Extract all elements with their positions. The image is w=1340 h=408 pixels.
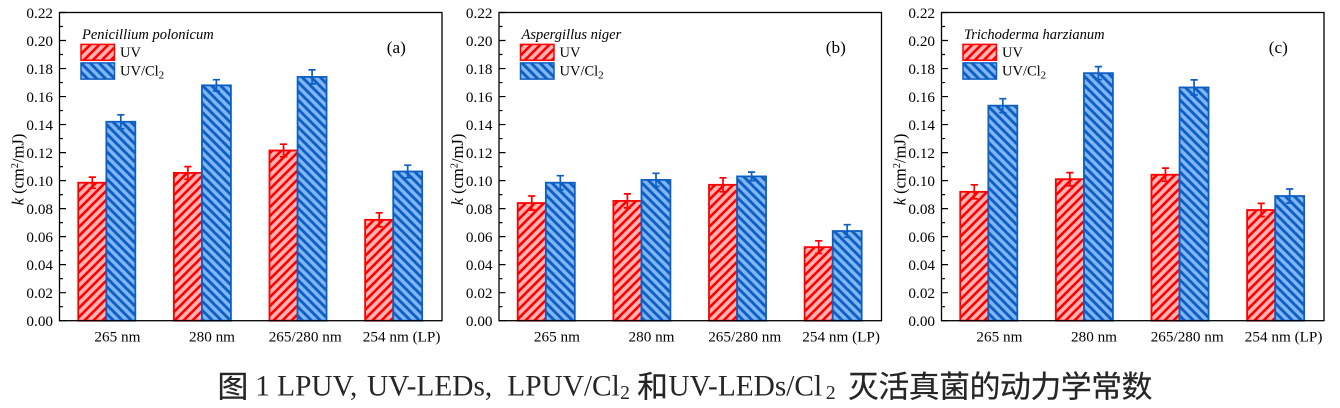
svg-text:0.16: 0.16 (26, 89, 53, 106)
svg-text:0.04: 0.04 (908, 257, 935, 274)
svg-text:0.06: 0.06 (26, 229, 53, 246)
svg-text:0.02: 0.02 (908, 285, 935, 302)
svg-text:UV: UV (560, 45, 581, 61)
svg-text:265 nm: 265 nm (534, 329, 580, 346)
svg-text:254 nm (LP): 254 nm (LP) (802, 329, 880, 346)
svg-text:0.04: 0.04 (466, 257, 493, 274)
svg-text:2: 2 (826, 383, 836, 404)
svg-text:0.16: 0.16 (466, 89, 493, 106)
svg-text:UV/Cl2: UV/Cl2 (120, 64, 164, 82)
svg-text:k (cm2/mJ): k (cm2/mJ) (448, 134, 467, 206)
svg-text:0.10: 0.10 (26, 173, 53, 190)
svg-text:UV-LEDs/Cl: UV-LEDs/Cl (668, 371, 822, 403)
svg-text:UV/Cl2: UV/Cl2 (1002, 64, 1046, 82)
svg-text:265/280 nm: 265/280 nm (1151, 329, 1224, 346)
svg-text:280 nm: 280 nm (189, 329, 235, 346)
svg-text:2: 2 (620, 383, 630, 404)
svg-text:0.20: 0.20 (908, 33, 935, 50)
svg-text:0.02: 0.02 (26, 285, 53, 302)
svg-text:0.18: 0.18 (26, 61, 53, 78)
svg-text:254 nm (LP): 254 nm (LP) (1245, 329, 1323, 346)
svg-text:0.14: 0.14 (26, 117, 53, 134)
svg-text:0.00: 0.00 (908, 313, 935, 330)
svg-text:(b): (b) (826, 38, 846, 57)
svg-text:0.22: 0.22 (908, 5, 935, 22)
svg-text:Aspergillus niger: Aspergillus niger (521, 27, 622, 43)
svg-text:0.14: 0.14 (466, 117, 493, 134)
svg-text:(c): (c) (1269, 38, 1288, 57)
svg-text:(a): (a) (387, 38, 406, 57)
svg-text:254 nm (LP): 254 nm (LP) (363, 329, 441, 346)
svg-text:0.12: 0.12 (466, 145, 493, 162)
svg-text:0.16: 0.16 (908, 89, 935, 106)
svg-text:k (cm2/mJ): k (cm2/mJ) (891, 134, 910, 206)
svg-text:0.12: 0.12 (26, 145, 53, 162)
svg-text:265 nm: 265 nm (976, 329, 1022, 346)
svg-text:0.00: 0.00 (26, 313, 53, 330)
svg-text:UV: UV (1002, 45, 1023, 61)
svg-text:k (cm2/mJ): k (cm2/mJ) (9, 134, 28, 206)
svg-text:0.10: 0.10 (466, 173, 493, 190)
svg-text:0.18: 0.18 (908, 61, 935, 78)
svg-text:LPUV/Cl: LPUV/Cl (507, 371, 619, 403)
svg-text:265/280 nm: 265/280 nm (269, 329, 342, 346)
svg-text:265 nm: 265 nm (94, 329, 140, 346)
svg-text:0.12: 0.12 (908, 145, 935, 162)
svg-text:0.18: 0.18 (466, 61, 493, 78)
svg-text:0.22: 0.22 (466, 5, 493, 22)
svg-text:280 nm: 280 nm (1071, 329, 1117, 346)
svg-text:0.20: 0.20 (26, 33, 53, 50)
svg-text:1 LPUV,: 1 LPUV, (255, 371, 357, 403)
svg-text:UV/Cl2: UV/Cl2 (560, 64, 604, 82)
svg-text:0.22: 0.22 (26, 5, 53, 22)
svg-text:0.06: 0.06 (466, 229, 493, 246)
svg-text:0.10: 0.10 (908, 173, 935, 190)
svg-text:UV-LEDs,: UV-LEDs, (367, 371, 492, 403)
svg-text:0.20: 0.20 (466, 33, 493, 50)
svg-text:280 nm: 280 nm (629, 329, 675, 346)
svg-text:0.14: 0.14 (908, 117, 935, 134)
svg-text:0.04: 0.04 (26, 257, 53, 274)
svg-text:0.08: 0.08 (908, 201, 935, 218)
svg-text:Penicillium polonicum: Penicillium polonicum (81, 27, 214, 43)
svg-text:0.00: 0.00 (466, 313, 493, 330)
svg-text:0.08: 0.08 (26, 201, 53, 218)
svg-text:0.02: 0.02 (466, 285, 493, 302)
svg-text:265/280 nm: 265/280 nm (708, 329, 781, 346)
svg-text:UV: UV (120, 45, 141, 61)
svg-text:Trichoderma harzianum: Trichoderma harzianum (964, 27, 1105, 43)
svg-text:0.06: 0.06 (908, 229, 935, 246)
svg-text:0.08: 0.08 (466, 201, 493, 218)
